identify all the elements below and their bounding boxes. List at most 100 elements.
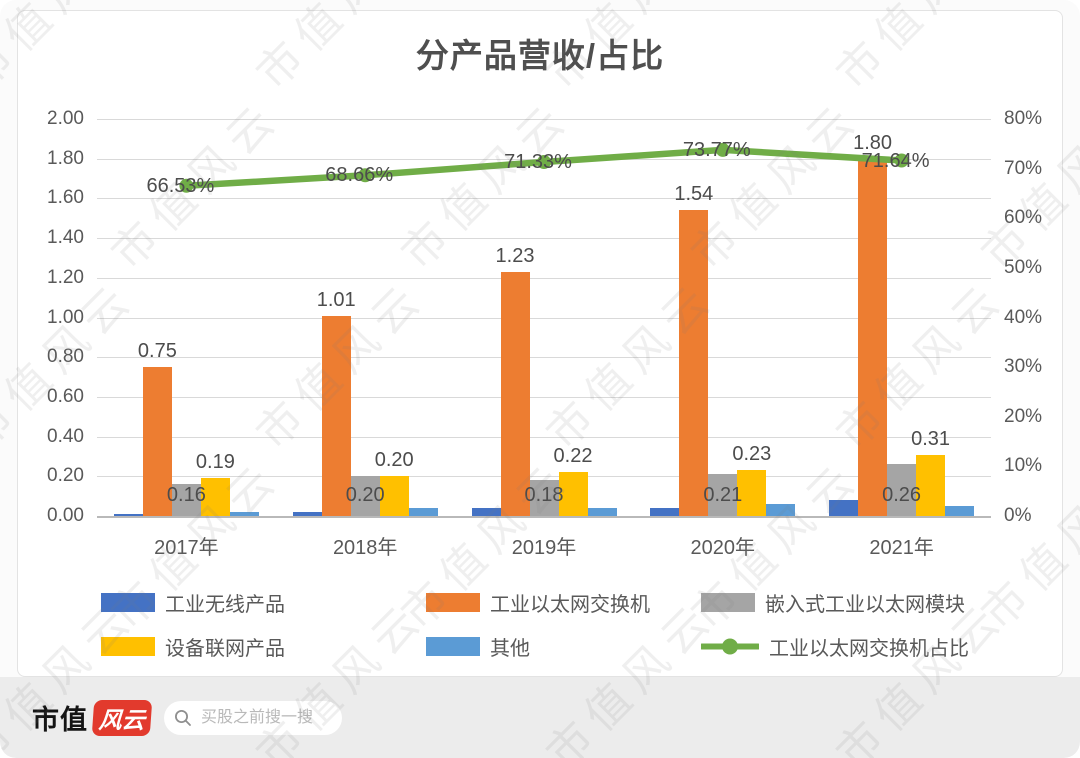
bar-industrial-wireless-4: [829, 500, 859, 516]
y-axis-tick-left: 1.80: [47, 147, 84, 169]
legend-swatch-other: [426, 637, 480, 656]
bar-industrial-ethernet-switch-0: [142, 367, 172, 516]
bar-value-label-embedded-ethernet-module-1: 0.20: [345, 484, 385, 506]
bar-industrial-wireless-1: [292, 512, 322, 516]
bar-embedded-ethernet-module-3: [708, 474, 738, 516]
x-axis-label: 2018年: [332, 537, 398, 559]
chart-legend: 工业无线产品 工业以太网交换机 嵌入式工业以太网模块设备联网产品 其他 工业以太网交换机…: [18, 11, 1062, 676]
bar-value-label-embedded-ethernet-module-2: 0.18: [524, 484, 564, 506]
bar-value-label-device-networking-3: 0.23: [732, 443, 772, 466]
x-axis-label: 2020年: [690, 537, 756, 559]
gridline: [97, 396, 991, 398]
y-axis-tick-left: 0.60: [47, 385, 84, 407]
bar-embedded-ethernet-module-1: [350, 476, 380, 516]
bar-value-label-industrial-ethernet-switch-2: 1.23: [495, 244, 535, 267]
bar-value-label-device-networking-4: 0.31: [911, 427, 951, 450]
bar-industrial-ethernet-switch-3: [679, 210, 709, 516]
legend-item-other: 其他: [426, 632, 530, 661]
bar-other-0: [229, 512, 259, 516]
legend-swatch-industrial-ethernet-switch: [426, 593, 480, 612]
bar-industrial-wireless-0: [113, 514, 143, 516]
legend-label-embedded-ethernet-module: 嵌入式工业以太网模块: [765, 594, 965, 616]
bar-embedded-ethernet-module-2: [529, 480, 559, 516]
bar-value-label-industrial-ethernet-switch-3: 1.54: [674, 183, 714, 206]
y-axis-tick-right: 10%: [1004, 455, 1043, 477]
y-axis-tick-right: 30%: [1004, 356, 1043, 378]
legend-label-industrial-wireless: 工业无线产品: [165, 594, 285, 616]
brand-logo: 市值 风云: [0, 698, 153, 737]
y-axis-tick-left: 0.20: [47, 465, 84, 487]
bar-embedded-ethernet-module-0: [171, 484, 201, 516]
bar-value-label-embedded-ethernet-module-4: 0.26: [882, 484, 922, 506]
legend-label-industrial-ethernet-switch: 工业以太网交换机: [490, 594, 650, 616]
y-axis-tick-left: 1.20: [47, 266, 84, 288]
brand-logo-badge: 风云: [91, 699, 153, 736]
search-box[interactable]: [164, 700, 342, 735]
bar-industrial-ethernet-switch-4: [858, 158, 888, 516]
bar-device-networking-2: [558, 472, 588, 516]
gridline: [97, 238, 991, 240]
legend-swatch-industrial-wireless: [101, 593, 155, 612]
bar-value-label-industrial-ethernet-switch-0: 0.75: [137, 340, 177, 363]
chart-title: 分产品营收/占比: [415, 37, 665, 74]
legend-item-switch-revenue-share: 工业以太网交换机占比: [701, 632, 969, 661]
y-axis-tick-left: 0.00: [47, 505, 84, 526]
brand-logo-text: 市值: [32, 705, 88, 735]
gridline: [97, 357, 991, 359]
legend-item-embedded-ethernet-module: 嵌入式工业以太网模块: [701, 588, 965, 617]
bar-device-networking-0: [200, 478, 230, 516]
chart-card: 分产品营收/占比 0.00 0.20 0.40 0.60 0.80 1.00 1.20 1.4…: [17, 10, 1063, 677]
x-axis-label: 2021年: [869, 537, 934, 559]
y-axis-tick-right: 50%: [1004, 256, 1043, 278]
bar-industrial-ethernet-switch-2: [500, 271, 530, 516]
legend-swatch-embedded-ethernet-module: [701, 593, 755, 612]
legend-label-other: 其他: [490, 638, 530, 660]
y-axis-tick-right: 40%: [1004, 306, 1043, 328]
bar-device-networking-1: [379, 476, 409, 516]
y-axis-tick-right: 0%: [1004, 505, 1032, 526]
x-axis-line: [97, 516, 991, 518]
bar-industrial-wireless-2: [471, 508, 501, 516]
gridline: [97, 436, 991, 438]
legend-swatch-switch-revenue-share: [701, 638, 759, 655]
bar-value-label-device-networking-0: 0.19: [195, 451, 235, 474]
y-axis-tick-right: 80%: [1004, 108, 1043, 129]
legend-item-industrial-wireless: 工业无线产品: [101, 588, 285, 617]
bar-other-1: [408, 508, 438, 516]
gridline: [97, 198, 991, 200]
bar-value-label-device-networking-2: 0.22: [553, 445, 593, 468]
legend-label-device-networking: 设备联网产品: [165, 638, 285, 660]
legend-label-switch-revenue-share: 工业以太网交换机占比: [769, 638, 969, 660]
x-axis-label: 2017年: [154, 537, 219, 559]
y-axis-tick-left: 0.40: [47, 425, 84, 447]
bar-value-label-device-networking-1: 0.20: [374, 449, 414, 472]
bar-embedded-ethernet-module-4: [887, 464, 917, 516]
gridline: [97, 277, 991, 279]
bar-other-4: [945, 506, 975, 516]
y-axis-tick-right: 70%: [1004, 157, 1043, 179]
bar-industrial-wireless-3: [650, 508, 680, 516]
search-input[interactable]: [199, 707, 332, 728]
legend-item-industrial-ethernet-switch: 工业以太网交换机: [426, 588, 650, 617]
legend-swatch-device-networking: [101, 637, 155, 656]
legend-item-device-networking: 设备联网产品: [101, 632, 285, 661]
bar-other-3: [766, 504, 796, 516]
bar-value-label-industrial-ethernet-switch-1: 1.01: [316, 288, 356, 311]
x-axis-label: 2019年: [511, 537, 577, 559]
bar-industrial-ethernet-switch-1: [321, 315, 351, 516]
gridline: [97, 119, 991, 120]
line-point-label-2: 71.33%: [504, 151, 572, 173]
y-axis-tick-left: 1.00: [47, 306, 84, 328]
bar-other-2: [587, 508, 617, 516]
footer-bar: 市值 风云: [0, 677, 1080, 758]
y-axis-tick-right: 20%: [1004, 405, 1043, 427]
line-point-label-0: 66.53%: [146, 174, 215, 197]
bar-value-label-embedded-ethernet-module-0: 0.16: [166, 484, 206, 506]
line-point-label-4: 71.64%: [861, 149, 930, 172]
line-point-label-1: 68.66%: [325, 164, 394, 187]
line-point-label-3: 73.77%: [682, 138, 751, 161]
y-axis-tick-left: 2.00: [47, 108, 84, 129]
gridline: [97, 476, 991, 478]
y-axis-tick-left: 0.80: [47, 346, 84, 368]
